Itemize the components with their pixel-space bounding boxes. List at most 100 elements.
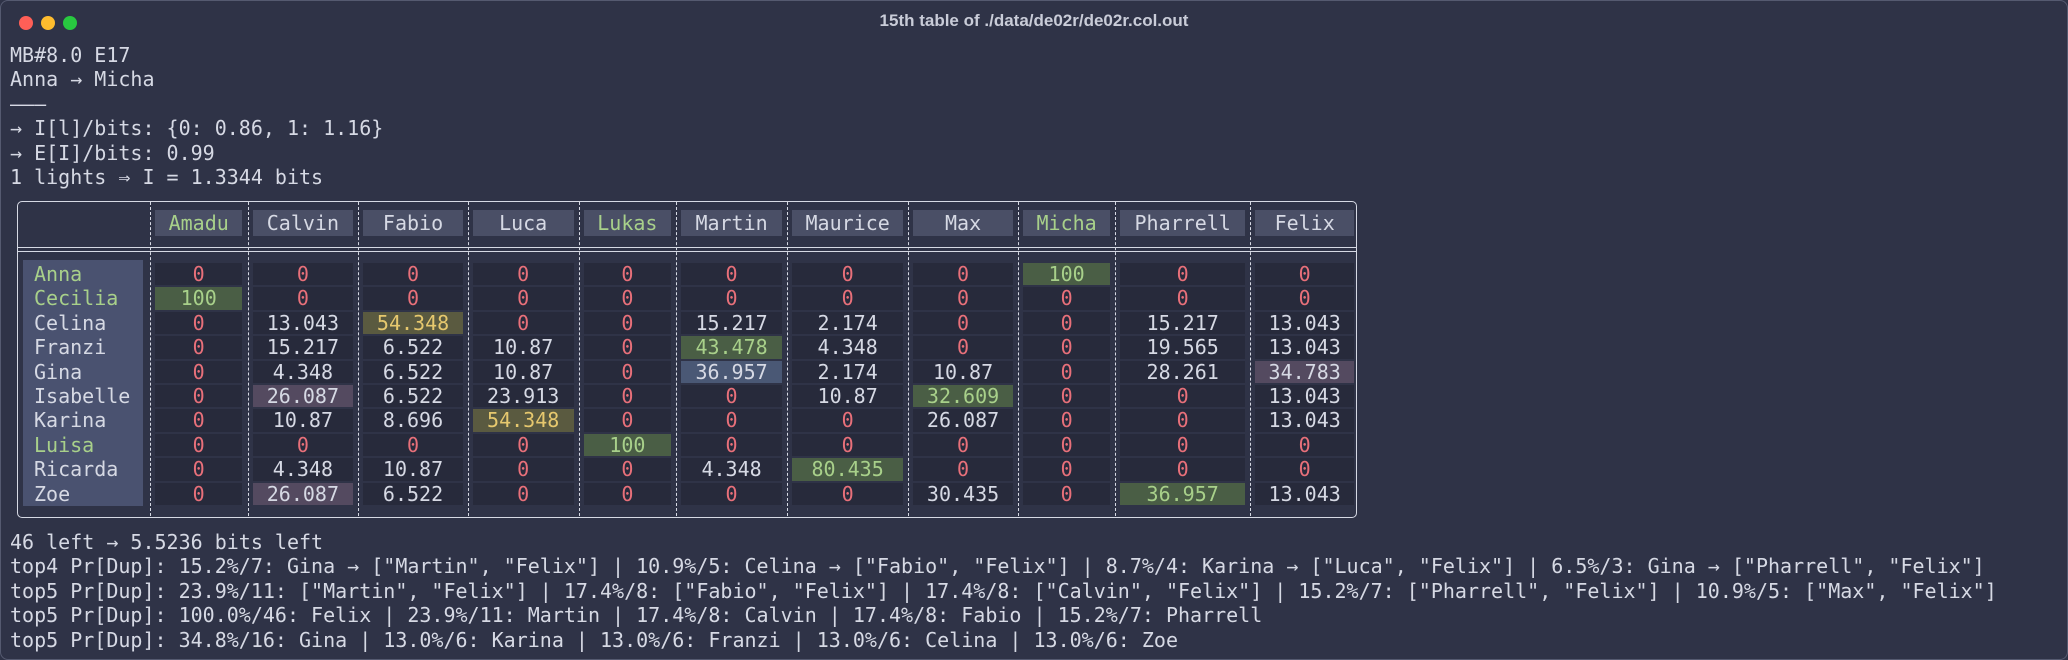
table-cell: 6.522	[363, 482, 463, 505]
table-cell: 0	[154, 385, 243, 407]
table-cell: 0	[1022, 409, 1111, 432]
table-cell: 0	[154, 336, 243, 359]
column-separator	[1017, 202, 1019, 516]
table-cell: 0	[1254, 458, 1355, 481]
column-header: Maurice	[791, 210, 904, 236]
table-cell: 0	[154, 433, 243, 456]
table-cell: 26.087	[913, 409, 1013, 432]
column-separator	[1249, 202, 1251, 516]
table-cell: 36.957	[1120, 482, 1245, 505]
table-cell: 0	[1254, 287, 1355, 310]
table-cell: 2.174	[791, 311, 904, 334]
table-cell: 0	[252, 263, 354, 285]
header-line: ———	[10, 91, 47, 116]
table-cell: 0	[681, 385, 782, 407]
table-cell: 0	[681, 482, 782, 505]
table-cell: 0	[1022, 311, 1111, 334]
table-cell: 2.174	[791, 360, 904, 383]
table-cell: 0	[472, 263, 574, 285]
header-line: → E[I]/bits: 0.99	[10, 140, 215, 165]
table-cell: 0	[583, 458, 672, 481]
table-cell: 0	[154, 409, 243, 432]
row-label: Gina	[34, 359, 83, 384]
row-label: Luisa	[34, 432, 95, 457]
table-cell: 43.478	[681, 336, 782, 359]
table-cell: 100	[1022, 263, 1111, 285]
table-cell: 0	[1120, 263, 1245, 285]
table-cell: 0	[583, 409, 672, 432]
column-header: Max	[913, 210, 1013, 236]
column-header: Pharrell	[1120, 210, 1245, 236]
table-cell: 30.435	[913, 482, 1013, 505]
table-cell: 26.087	[252, 482, 354, 505]
row-label: Karina	[34, 408, 107, 433]
window-title: 15th table of ./data/de02r/de02r.col.out	[879, 11, 1189, 30]
minimize-button[interactable]	[41, 16, 55, 30]
table-cell: 13.043	[1254, 482, 1355, 505]
column-separator	[149, 202, 151, 516]
table-cell: 0	[913, 458, 1013, 481]
table-cell: 0	[1254, 433, 1355, 456]
row-label: Anna	[34, 262, 83, 286]
table-cell: 0	[583, 360, 672, 383]
table-cell: 0	[1022, 360, 1111, 383]
column-separator	[908, 202, 910, 516]
table-cell: 6.522	[363, 385, 463, 407]
column-header: Martin	[681, 210, 782, 236]
table-cell: 0	[154, 482, 243, 505]
footer-line: top4 Pr[Dup]: 15.2%/7: Gina → ["Martin",…	[10, 554, 1985, 579]
table-cell: 8.696	[363, 409, 463, 432]
footer-line: top5 Pr[Dup]: 100.0%/46: Felix | 23.9%/1…	[10, 603, 1263, 628]
table-cell: 54.348	[472, 409, 574, 432]
table-cell: 23.913	[472, 385, 574, 407]
table-cell: 0	[472, 482, 574, 505]
table-cell: 0	[1120, 385, 1245, 407]
header-line: Anna → Micha	[10, 67, 155, 92]
row-label: Zoe	[34, 481, 71, 506]
table-cell: 0	[583, 311, 672, 334]
table-cell: 15.217	[681, 311, 782, 334]
zoom-button[interactable]	[63, 16, 77, 30]
table-cell: 0	[1022, 336, 1111, 359]
table-cell: 100	[154, 287, 243, 310]
table-cell: 0	[1120, 433, 1245, 456]
table-cell: 0	[681, 409, 782, 432]
close-button[interactable]	[19, 16, 33, 30]
column-separator	[578, 202, 580, 516]
table-cell: 6.522	[363, 336, 463, 359]
table-cell: 0	[472, 458, 574, 481]
table-cell: 0	[791, 433, 904, 456]
table-cell: 0	[1022, 458, 1111, 481]
table-cell: 0	[363, 287, 463, 310]
table-cell: 0	[472, 287, 574, 310]
table-cell: 32.609	[913, 385, 1013, 407]
table-cell: 0	[791, 287, 904, 310]
table-cell: 10.87	[913, 360, 1013, 383]
table: Amadu Calvin Fabio Luca Lukas Martin Maurice Ma…	[17, 201, 1357, 518]
table-cell: 0	[681, 263, 782, 285]
column-header: Micha	[1022, 210, 1111, 236]
table-cell: 0	[363, 433, 463, 456]
table-cell: 0	[472, 311, 574, 334]
table-cell: 0	[791, 263, 904, 285]
table-cell: 10.87	[252, 409, 354, 432]
row-label-background	[23, 260, 143, 506]
table-cell: 0	[363, 263, 463, 285]
table-cell: 0	[913, 287, 1013, 310]
table-cell: 0	[472, 433, 574, 456]
table-cell: 0	[1120, 287, 1245, 310]
column-separator	[358, 202, 360, 516]
table-cell: 4.348	[791, 336, 904, 359]
row-label: Cecilia	[34, 286, 119, 311]
table-cell: 0	[252, 433, 354, 456]
table-cell: 15.217	[1120, 311, 1245, 334]
table-cell: 0	[583, 336, 672, 359]
table-cell: 36.957	[681, 360, 782, 383]
table-cell: 0	[913, 336, 1013, 359]
table-cell: 6.522	[363, 360, 463, 383]
table-cell: 0	[1120, 409, 1245, 432]
table-cell: 0	[583, 287, 672, 310]
column-separator	[247, 202, 249, 516]
row-label: Ricarda	[34, 457, 119, 482]
